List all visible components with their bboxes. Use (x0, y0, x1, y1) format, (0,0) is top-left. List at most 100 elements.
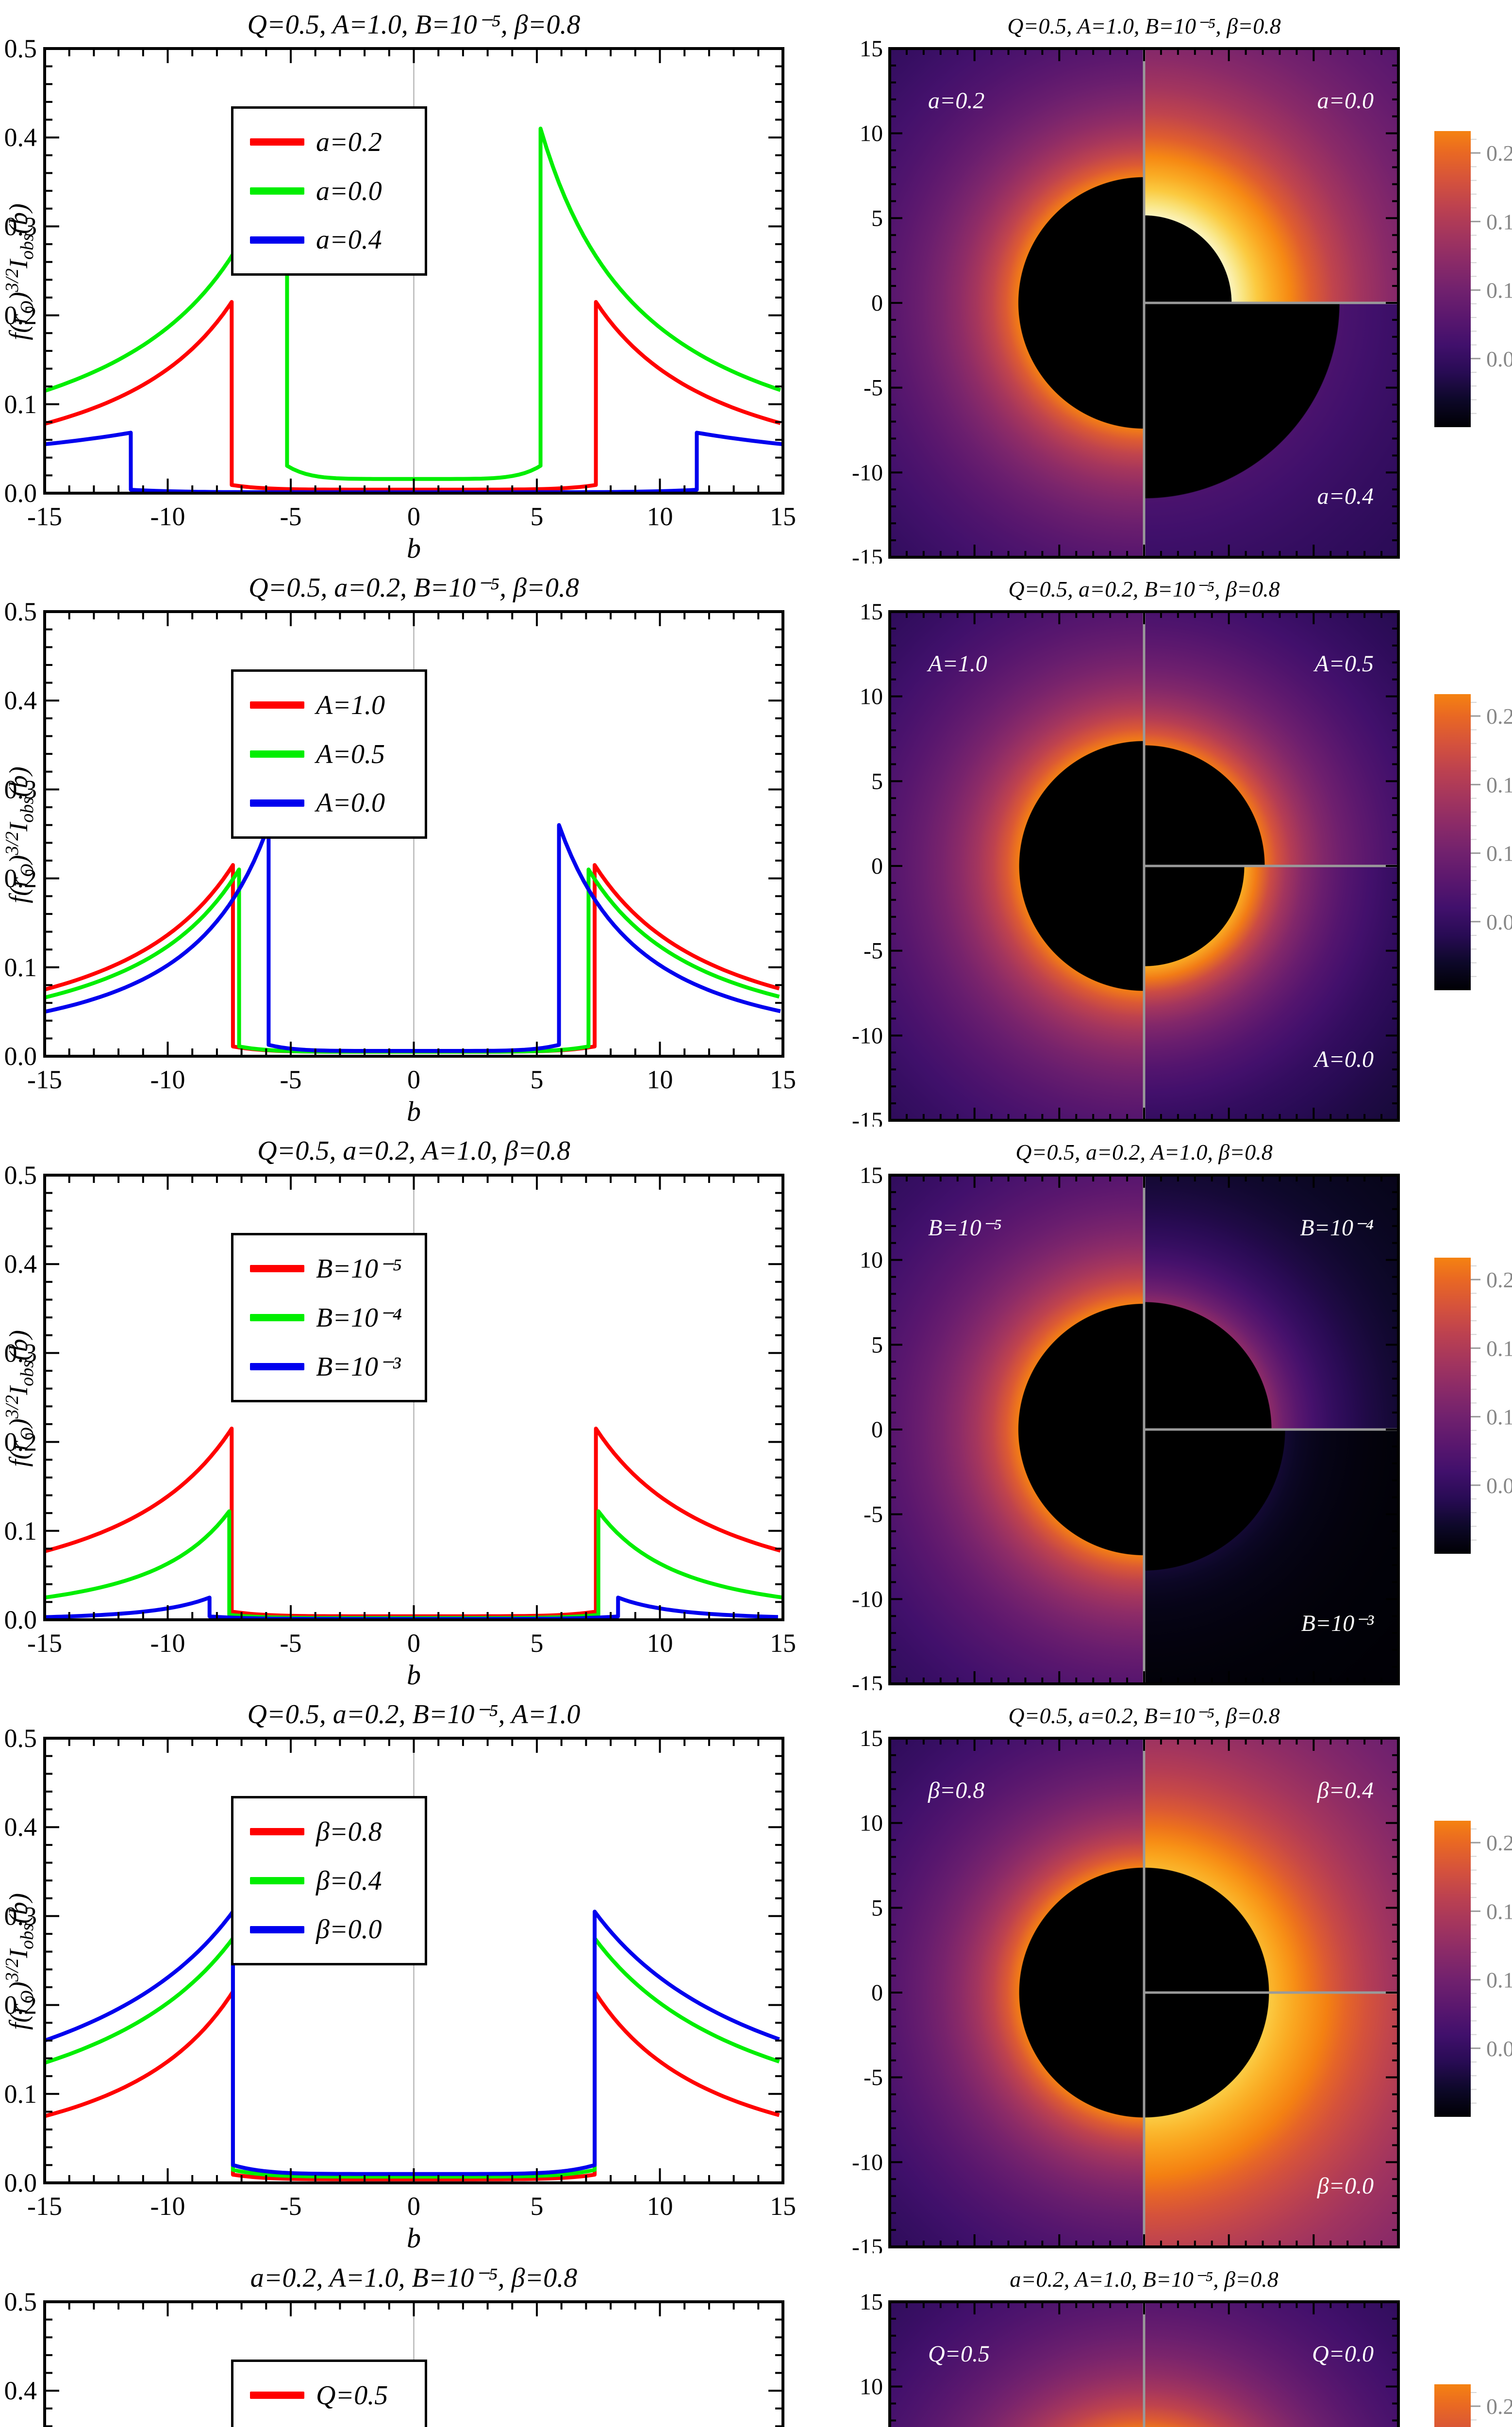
svg-text:-10: -10 (150, 502, 185, 531)
legend-swatch (250, 1877, 304, 1884)
svg-text:0.0: 0.0 (4, 2168, 37, 2197)
svg-text:0.1: 0.1 (4, 953, 37, 982)
line-chart-title: a=0.2, A=1.0, B=10⁻⁵, β=0.8 (250, 2263, 578, 2293)
svg-text:0.05: 0.05 (1486, 2036, 1512, 2061)
x-axis-label: b (407, 1659, 421, 1691)
density-label-top-left: a=0.2 (928, 88, 985, 114)
legend-swatch (250, 701, 304, 709)
legend: Q=0.5 Q=0.0 Q=1.0 (231, 2360, 427, 2427)
y-axis-label: f(rO)3/2Iobs(b) (1, 2302, 33, 2427)
legend-swatch (250, 1314, 304, 1321)
svg-text:5: 5 (871, 1332, 883, 1358)
density-label-bottom-right: β=0.0 (1317, 2173, 1374, 2199)
svg-text:-5: -5 (864, 938, 883, 964)
svg-text:0.0: 0.0 (4, 1042, 37, 1071)
line-chart-title: Q=0.5, a=0.2, B=10⁻⁵, β=0.8 (249, 573, 579, 603)
svg-text:-15: -15 (27, 2192, 62, 2221)
y-axis-label-part: ) (4, 855, 33, 864)
y-axis-label-part: I (4, 1386, 33, 1395)
svg-text:0: 0 (871, 1980, 883, 2006)
legend-label: A=0.0 (316, 788, 385, 818)
svg-text:0: 0 (407, 1629, 420, 1658)
density-label-top-right: B=10⁻⁴ (1300, 1215, 1374, 1241)
y-axis-label-sub: O (17, 300, 37, 314)
density-plot-title: Q=0.5, a=0.2, A=1.0, β=0.8 (1015, 1140, 1273, 1164)
y-axis-label-part: (b) (4, 1893, 33, 1924)
density-label-top-right: Q=0.0 (1312, 2341, 1374, 2367)
y-axis-label-part: I (4, 822, 33, 831)
svg-text:0.2: 0.2 (4, 864, 37, 893)
legend-item: A=0.5 (250, 739, 425, 770)
svg-text:0: 0 (871, 290, 883, 316)
y-axis-label-part: f(r (4, 1440, 33, 1467)
y-axis-label-sup: 3/2 (2, 1958, 22, 1982)
y-axis-label-part: ) (4, 1981, 33, 1991)
y-axis-label: f(rO)3/2Iobs(b) (1, 612, 37, 1058)
svg-text:15: 15 (770, 1629, 796, 1658)
svg-text:0.5: 0.5 (4, 1161, 37, 1190)
line-chart-title: Q=0.5, a=0.2, B=10⁻⁵, A=1.0 (247, 1699, 581, 1729)
y-axis-label-sub: obs (17, 1924, 37, 1949)
svg-text:-5: -5 (864, 375, 883, 401)
y-axis-label-sub: obs (17, 797, 37, 823)
svg-text:0.20: 0.20 (1486, 704, 1512, 729)
svg-text:10: 10 (860, 2374, 883, 2400)
legend-item: β=0.8 (250, 1816, 425, 1847)
y-axis-label-sub: obs (17, 234, 37, 260)
svg-text:10: 10 (647, 502, 673, 531)
y-axis-label-sup: 3/2 (2, 831, 22, 855)
legend-label: β=0.4 (316, 1865, 382, 1896)
svg-text:15: 15 (770, 2192, 796, 2221)
y-axis-label-sup: 3/2 (2, 1395, 22, 1419)
legend-swatch (250, 236, 304, 244)
legend-item: a=0.2 (250, 127, 425, 158)
density-label-bottom-right: a=0.4 (1317, 483, 1374, 509)
legend-label: a=0.2 (316, 127, 382, 157)
svg-text:0: 0 (407, 502, 420, 531)
svg-text:-5: -5 (864, 1502, 883, 1528)
svg-text:-10: -10 (150, 2192, 185, 2221)
svg-text:0.3: 0.3 (4, 775, 37, 804)
svg-text:0: 0 (871, 1417, 883, 1443)
svg-text:5: 5 (531, 1629, 544, 1658)
svg-text:0.20: 0.20 (1486, 1830, 1512, 1855)
x-axis-label: b (407, 532, 421, 564)
legend-swatch (250, 1828, 304, 1836)
legend-label: β=0.0 (316, 1914, 382, 1945)
svg-text:0: 0 (407, 2192, 420, 2221)
legend-label: Q=0.5 (316, 2380, 388, 2410)
density-plot-title: Q=0.5, a=0.2, B=10⁻⁵, β=0.8 (1008, 1703, 1280, 1728)
legend: A=1.0 A=0.5 A=0.0 (231, 669, 427, 839)
legend-label: B=10⁻⁴ (316, 1303, 402, 1333)
svg-text:0.10: 0.10 (1486, 1405, 1512, 1430)
svg-text:0.1: 0.1 (4, 2079, 37, 2109)
svg-text:0.10: 0.10 (1486, 1968, 1512, 1993)
svg-text:0.15: 0.15 (1486, 772, 1512, 797)
svg-text:-15: -15 (852, 1671, 883, 1690)
svg-text:0.4: 0.4 (4, 686, 37, 715)
svg-text:-10: -10 (150, 1629, 185, 1658)
svg-text:15: 15 (770, 1065, 796, 1094)
density-label-bottom-right: A=0.0 (1314, 1047, 1374, 1072)
svg-text:-15: -15 (27, 1629, 62, 1658)
figure-row: -15-10-50510150.00.10.20.30.40.5-15-10-5… (0, 2253, 1512, 2427)
svg-text:0.2: 0.2 (4, 1428, 37, 1457)
x-axis-label: b (407, 1096, 421, 1127)
y-axis-label-part: (b) (4, 1330, 33, 1361)
legend-item: B=10⁻⁵ (250, 1253, 425, 1284)
y-axis-label-part: I (4, 259, 33, 268)
svg-text:-5: -5 (280, 1629, 302, 1658)
y-axis-label-part: (b) (4, 766, 33, 798)
legend-label: B=10⁻³ (316, 1352, 401, 1382)
legend-item: a=0.4 (250, 224, 425, 255)
legend-swatch (250, 138, 304, 146)
row-graphics: -15-10-50510150.00.10.20.30.40.5-15-10-5… (4, 2287, 1512, 2427)
density-label-top-left: β=0.8 (928, 1778, 985, 1803)
y-axis-label-part: f(r (4, 2003, 33, 2030)
density-label-top-left: A=1.0 (928, 651, 987, 677)
svg-text:0.20: 0.20 (1486, 1267, 1512, 1292)
